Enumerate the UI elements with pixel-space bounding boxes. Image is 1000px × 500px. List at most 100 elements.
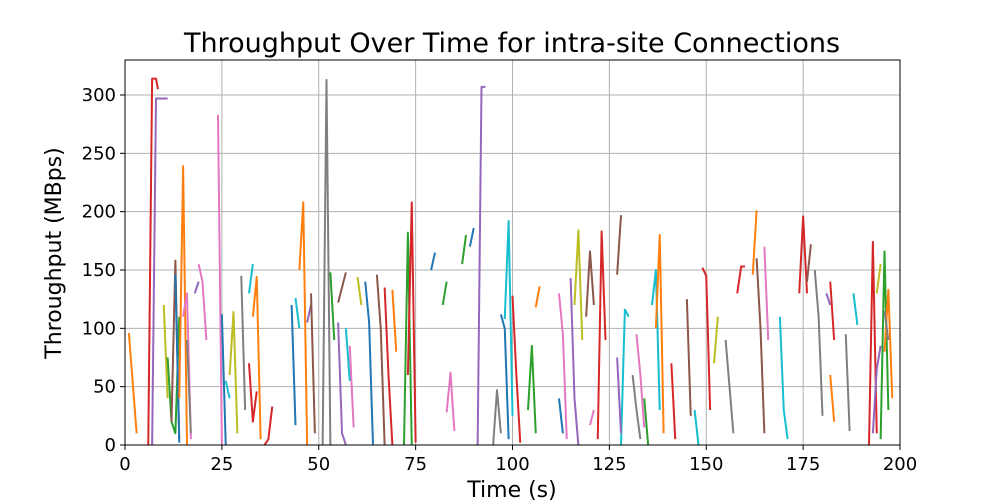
- series-line-80: [813, 269, 824, 416]
- y-axis-label: Throughput (MBps): [42, 147, 67, 359]
- series-line-20: [248, 363, 258, 423]
- series-line-36: [383, 287, 394, 445]
- series-line-61: [616, 357, 622, 434]
- series-line-58: [596, 230, 607, 440]
- series-line-23: [294, 297, 301, 329]
- series-line-73: [736, 265, 745, 294]
- series-line-46: [492, 389, 502, 445]
- series-line-39: [406, 201, 417, 443]
- series-line-83: [829, 374, 836, 422]
- series-line-84: [844, 334, 851, 432]
- series-line-11: [193, 281, 200, 294]
- series-line-1: [127, 332, 138, 434]
- x-tick-label: 125: [592, 454, 626, 475]
- series-line-45: [476, 85, 486, 445]
- series-line-64: [643, 398, 650, 445]
- series-line-30: [337, 272, 347, 303]
- series-line-33: [356, 276, 363, 306]
- series-line-75: [755, 258, 766, 434]
- series-line-21: [263, 406, 274, 445]
- y-tick-label: 100: [82, 318, 116, 339]
- series-line-31: [344, 328, 351, 381]
- series-line-65: [651, 269, 661, 411]
- series-line-8: [178, 165, 188, 445]
- x-tick-label: 200: [883, 454, 917, 475]
- series-line-37: [391, 289, 398, 352]
- series-line-48: [503, 220, 514, 416]
- series-line-19: [251, 276, 262, 440]
- axes-layer: 0 25 50 75 100 125 150 175 200 0 50 100 150 200 250 300: [82, 59, 917, 475]
- series-line-72: [724, 339, 735, 434]
- series-line-35: [375, 274, 386, 445]
- series-line-16: [228, 311, 239, 434]
- series-line-70: [701, 267, 712, 411]
- series-line-13: [217, 114, 223, 445]
- series-line-26: [310, 293, 316, 434]
- series-line-78: [798, 215, 808, 294]
- series-line-40: [430, 252, 436, 271]
- x-tick-label: 175: [786, 454, 820, 475]
- series-line-57: [589, 409, 595, 426]
- series-line-88: [871, 345, 882, 434]
- series-line-71: [713, 316, 719, 364]
- series-line-47: [499, 314, 510, 440]
- x-tick-label: 100: [495, 454, 529, 475]
- series-line-49: [511, 295, 522, 443]
- series-line-32: [348, 345, 355, 428]
- series-line-50: [527, 344, 537, 434]
- series-line-90: [883, 288, 894, 399]
- series-line-44: [468, 227, 475, 247]
- series-line-28: [329, 272, 336, 341]
- series-line-67: [670, 363, 677, 440]
- series-line-77: [778, 316, 789, 440]
- series-line-43: [461, 234, 467, 265]
- series-line-12: [197, 263, 208, 341]
- series-line-29: [337, 322, 347, 445]
- series-line-89: [879, 250, 890, 440]
- series-line-66: [654, 234, 665, 434]
- series-line-55: [573, 229, 584, 341]
- series-line-86: [868, 241, 878, 445]
- series-line-24: [298, 201, 309, 445]
- series-line-2: [147, 77, 159, 445]
- x-tick-label: 50: [307, 454, 330, 475]
- x-tick-label: 25: [210, 454, 233, 475]
- series-line-60: [620, 308, 630, 445]
- series-layer: [127, 77, 894, 445]
- series-line-22: [290, 304, 297, 426]
- series-line-38: [403, 231, 413, 445]
- series-line-59: [616, 215, 622, 275]
- series-line-81: [825, 293, 832, 306]
- y-tick-label: 200: [82, 202, 116, 223]
- series-line-15: [224, 380, 231, 399]
- series-line-68: [685, 299, 692, 416]
- series-line-53: [558, 398, 564, 434]
- series-line-82: [829, 281, 836, 341]
- y-tick-label: 250: [82, 143, 116, 164]
- series-line-18: [248, 264, 254, 294]
- series-line-17: [240, 275, 247, 411]
- series-line-41: [441, 281, 448, 306]
- chart-title: Throughput Over Time for intra-site Conn…: [183, 28, 840, 59]
- series-line-54: [569, 278, 580, 445]
- series-line-10: [186, 339, 192, 434]
- series-line-27: [321, 78, 332, 445]
- y-tick-label: 50: [93, 377, 116, 398]
- x-tick-label: 75: [404, 454, 427, 475]
- series-line-62: [631, 374, 642, 440]
- series-line-51: [534, 286, 541, 308]
- series-line-74: [751, 210, 758, 275]
- y-tick-label: 0: [105, 435, 116, 456]
- series-line-34: [364, 281, 374, 445]
- series-line-63: [635, 334, 646, 428]
- series-line-42: [445, 371, 456, 432]
- series-line-52: [558, 293, 568, 440]
- series-line-76: [763, 246, 770, 341]
- series-line-3: [151, 97, 168, 445]
- series-line-4: [162, 304, 169, 399]
- x-tick-label: 150: [689, 454, 723, 475]
- y-tick-label: 300: [82, 85, 116, 106]
- x-tick-label: 0: [119, 454, 130, 475]
- series-line-25: [306, 304, 312, 323]
